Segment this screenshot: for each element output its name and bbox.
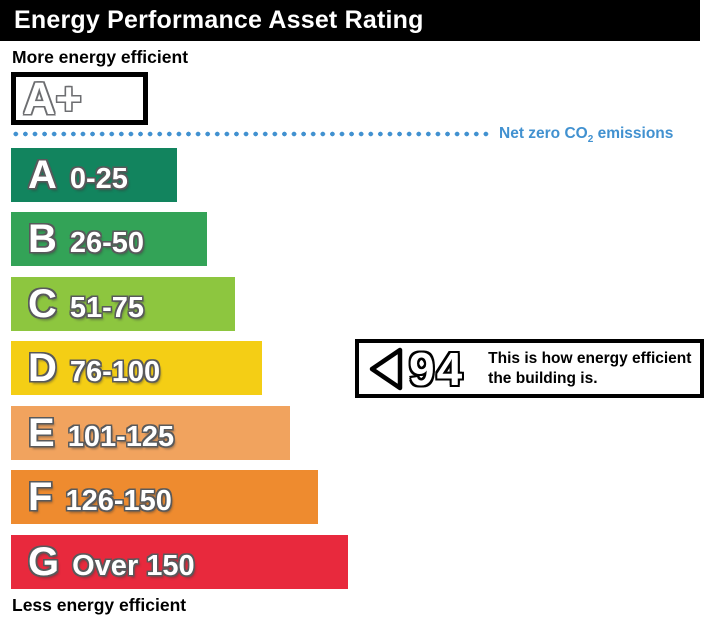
less-efficient-label: Less energy efficient (12, 595, 187, 615)
header-bar: Energy Performance Asset Rating (0, 0, 700, 41)
net-zero-dotted-line (11, 131, 490, 137)
rating-value: 94 (409, 342, 465, 395)
band-c-letter: C (28, 282, 57, 326)
band-a-plus: A+ (11, 72, 148, 125)
band-e: E 101-125 (11, 406, 290, 460)
rating-description: This is how energy efficient the buildin… (488, 349, 691, 389)
band-a-range: 0-25 (69, 163, 128, 195)
page-title: Energy Performance Asset Rating (14, 6, 424, 34)
band-c: C 51-75 (11, 277, 235, 331)
net-zero-suffix: emissions (593, 125, 674, 142)
band-a: A 0-25 (11, 148, 177, 202)
band-g-range: Over 150 (72, 550, 195, 582)
band-b-letter: B (28, 217, 57, 261)
band-c-range: 51-75 (69, 292, 145, 324)
more-efficient-label: More energy efficient (12, 47, 189, 67)
band-d-range: 76-100 (69, 356, 161, 388)
band-e-letter: E (28, 411, 55, 455)
band-b-range: 26-50 (69, 227, 145, 259)
band-d: D 76-100 (11, 341, 262, 395)
net-zero-label: Net zero CO2 emissions (499, 125, 673, 145)
net-zero-subscript: 2 (587, 134, 594, 146)
rating-description-line2: the building is. (488, 369, 598, 387)
rating-callout: 94 This is how energy efficient the buil… (355, 339, 704, 398)
band-f-range: 126-150 (65, 485, 172, 517)
net-zero-text: Net zero CO (499, 125, 588, 142)
band-g: G Over 150 (11, 535, 348, 589)
rating-description-line1: This is how energy efficient (488, 349, 692, 367)
band-f-letter: F (28, 475, 53, 519)
band-e-range: 101-125 (67, 421, 175, 453)
band-d-letter: D (28, 346, 57, 390)
band-f: F 126-150 (11, 470, 318, 524)
rating-pointer-icon (369, 347, 403, 390)
band-a-letter: A (28, 153, 57, 197)
band-a-plus-label: A+ (23, 73, 82, 124)
band-b: B 26-50 (11, 212, 207, 266)
band-g-letter: G (28, 540, 60, 584)
